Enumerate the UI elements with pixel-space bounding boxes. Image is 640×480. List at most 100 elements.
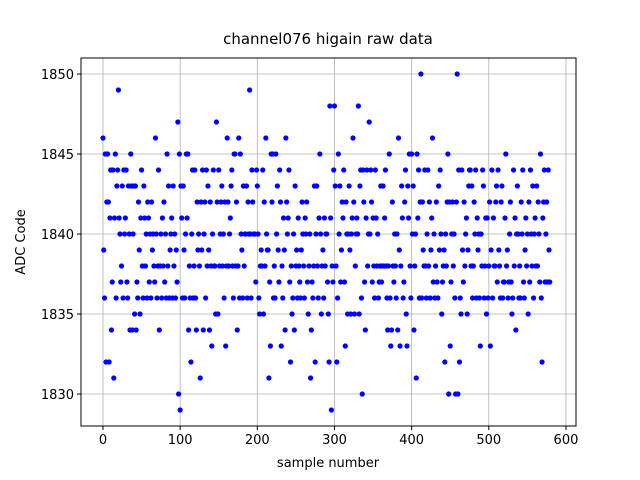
point <box>342 343 348 349</box>
point <box>375 295 382 301</box>
point <box>452 295 458 301</box>
point <box>415 167 422 173</box>
point <box>243 183 250 189</box>
point <box>509 311 515 317</box>
point <box>508 279 514 285</box>
point <box>143 231 149 237</box>
point <box>129 327 135 333</box>
point <box>191 263 197 269</box>
point <box>123 167 129 173</box>
point <box>453 199 459 205</box>
point <box>419 295 425 301</box>
point <box>365 263 371 269</box>
point <box>118 263 125 269</box>
point <box>484 215 490 221</box>
point <box>152 135 159 141</box>
point <box>307 231 313 237</box>
point <box>321 295 327 301</box>
point <box>253 167 260 173</box>
point <box>361 279 368 285</box>
point <box>174 279 180 285</box>
point <box>388 327 395 333</box>
point <box>429 135 436 141</box>
point <box>328 407 334 413</box>
point <box>322 263 328 269</box>
point <box>539 359 545 365</box>
point <box>144 295 150 301</box>
point <box>122 215 128 221</box>
point <box>305 311 311 317</box>
y-tick-label: 1835 <box>41 308 74 323</box>
x-tick-label: 300 <box>322 433 347 448</box>
point <box>304 279 311 285</box>
point <box>529 263 535 269</box>
point <box>470 295 476 301</box>
point <box>308 327 314 333</box>
y-tick-label: 1850 <box>41 68 74 83</box>
point <box>498 199 504 205</box>
point <box>511 263 517 269</box>
point <box>530 183 536 189</box>
point <box>314 183 320 189</box>
point <box>167 247 173 253</box>
point <box>472 231 478 237</box>
point <box>364 167 370 173</box>
y-tick-label: 1845 <box>41 148 74 163</box>
point <box>271 263 277 269</box>
point <box>526 199 532 205</box>
point <box>239 247 245 253</box>
point <box>149 199 155 205</box>
point <box>198 199 204 205</box>
point <box>427 295 433 301</box>
point <box>188 359 194 365</box>
point <box>351 199 357 205</box>
point <box>459 247 466 253</box>
point <box>465 247 471 253</box>
point <box>512 215 518 221</box>
point <box>287 279 293 285</box>
point <box>510 295 516 301</box>
point <box>128 151 134 157</box>
point <box>517 263 523 269</box>
point <box>355 103 362 109</box>
point <box>331 167 337 173</box>
point <box>373 215 379 221</box>
point <box>105 151 111 157</box>
point <box>141 183 147 189</box>
point <box>301 295 307 301</box>
point <box>428 247 434 253</box>
point <box>328 215 334 221</box>
point <box>415 215 421 221</box>
point <box>478 231 484 237</box>
point <box>355 231 361 237</box>
point <box>451 231 457 237</box>
point <box>408 295 414 301</box>
y-tick-label: 1830 <box>41 388 74 403</box>
point <box>194 199 200 205</box>
point <box>152 279 158 285</box>
point <box>142 215 148 221</box>
point <box>317 151 323 157</box>
point <box>518 199 524 205</box>
point <box>536 231 542 237</box>
point <box>136 247 142 253</box>
point <box>192 295 199 301</box>
point <box>334 359 340 365</box>
point <box>164 151 170 157</box>
point <box>108 327 115 333</box>
point <box>124 279 130 285</box>
point <box>186 327 192 333</box>
point <box>313 231 319 237</box>
axes-frame <box>80 57 577 427</box>
point <box>404 343 410 349</box>
point <box>306 263 312 269</box>
point <box>170 183 176 189</box>
point <box>333 263 339 269</box>
point <box>227 215 233 221</box>
point <box>173 247 179 253</box>
point <box>401 279 407 285</box>
point <box>433 199 439 205</box>
point <box>494 279 500 285</box>
point <box>503 151 509 157</box>
